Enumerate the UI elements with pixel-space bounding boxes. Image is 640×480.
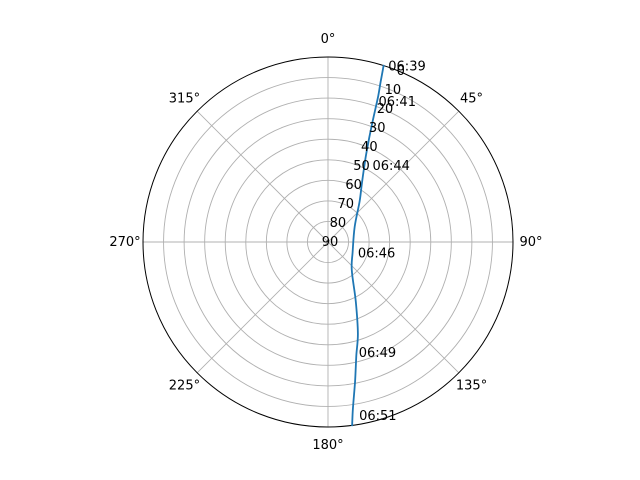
angle-tick-label: 225° [169,379,200,394]
polar-frame [142,56,514,428]
time-label: 06:41 [379,95,416,110]
radial-tick-label: 90 [322,235,339,250]
radial-tick-label: 70 [337,197,354,212]
satellite-track-line [350,64,385,427]
time-label: 06:51 [359,409,396,424]
angle-tick-label: 90° [519,235,542,250]
angle-tick-label: 135° [456,379,487,394]
radial-tick-label: 40 [361,140,378,155]
angular-grid-line [327,110,460,243]
label-layer: 0° 45° 90° 135° 180° 225° 270° 315° 0 10 20 30 40 50 6… [109,32,542,453]
angle-tick-label: 45° [460,91,483,106]
radial-tick-label: 60 [345,178,362,193]
angular-grid-line [196,110,329,243]
radial-tick-label: 20 [377,102,394,117]
angle-tick-label: 0° [321,32,336,47]
time-label: 06:46 [358,246,395,261]
radial-tick-label: 50 [353,159,370,174]
grid-layer [142,56,514,428]
time-label: 06:49 [359,346,396,361]
angle-tick-label: 270° [109,235,140,250]
angular-grid-line [196,241,329,374]
radial-tick-label: 80 [330,216,347,231]
series-layer [350,64,385,427]
angular-grid-line [327,241,460,374]
angle-tick-label: 315° [169,91,200,106]
time-label: 06:44 [372,159,409,174]
radial-tick-label: 30 [369,121,386,136]
radial-tick-label: 0 [397,64,405,79]
time-label: 06:39 [388,59,425,74]
angle-tick-label: 180° [312,438,343,453]
radial-tick-label: 10 [385,83,402,98]
